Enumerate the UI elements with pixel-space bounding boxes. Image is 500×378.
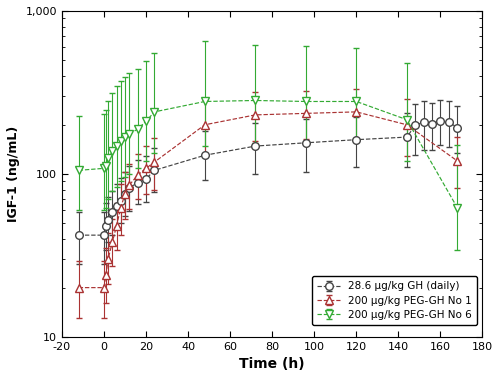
Y-axis label: IGF-1 (ng/mL): IGF-1 (ng/mL) bbox=[7, 125, 20, 222]
X-axis label: Time (h): Time (h) bbox=[240, 357, 305, 371]
Legend: 28.6 μg/kg GH (daily), 200 μg/kg PEG-GH No 1, 200 μg/kg PEG-GH No 6: 28.6 μg/kg GH (daily), 200 μg/kg PEG-GH … bbox=[312, 276, 478, 325]
